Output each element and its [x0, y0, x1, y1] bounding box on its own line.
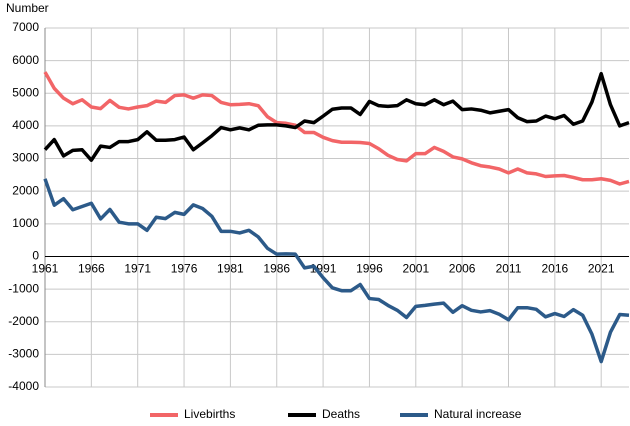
x-tick-label: 2011 — [496, 262, 522, 276]
legend-label: Natural increase — [434, 407, 522, 421]
x-tick-label: 1976 — [171, 262, 198, 276]
y-tick-label: -4000 — [8, 379, 39, 393]
data-line — [43, 178, 630, 364]
y-tick-label: 0 — [32, 249, 39, 263]
y-tick-label: 2000 — [12, 183, 39, 197]
legend-label: Deaths — [322, 407, 360, 421]
x-tick-label: 2016 — [541, 262, 568, 276]
y-tick-label: 5000 — [12, 85, 39, 99]
y-tick-label: -3000 — [8, 347, 39, 361]
x-tick-label: 1996 — [356, 262, 383, 276]
data-line — [43, 71, 630, 162]
y-axis-label: Number — [6, 1, 49, 15]
y-tick-label: -2000 — [8, 314, 39, 328]
y-tick-label: 4000 — [12, 118, 39, 132]
x-tick-label: 1981 — [217, 262, 244, 276]
y-tick-label: 3000 — [12, 151, 39, 165]
x-tick-label: 2001 — [402, 262, 429, 276]
y-tick-label: 7000 — [12, 20, 39, 34]
legend-label: Livebirths — [184, 407, 235, 421]
x-tick-label: 1971 — [124, 262, 151, 276]
y-tick-label: -1000 — [8, 281, 39, 295]
x-tick-label: 2006 — [449, 262, 476, 276]
data-line — [43, 71, 630, 186]
y-tick-label: 1000 — [12, 216, 39, 230]
x-tick-label: 1986 — [263, 262, 290, 276]
x-tick-label: 1966 — [78, 262, 105, 276]
x-tick-label: 2021 — [588, 262, 615, 276]
y-tick-label: 6000 — [12, 53, 39, 67]
